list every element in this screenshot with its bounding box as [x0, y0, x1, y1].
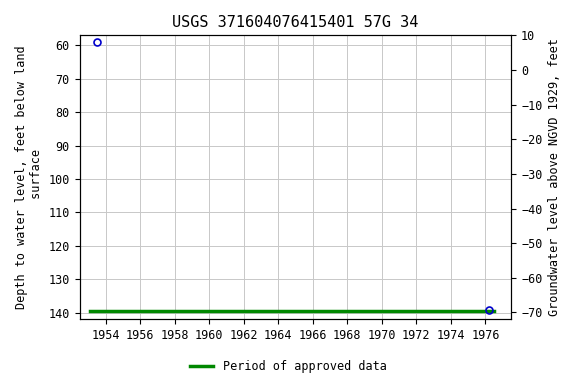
Y-axis label: Depth to water level, feet below land
 surface: Depth to water level, feet below land su… — [15, 46, 43, 309]
Y-axis label: Groundwater level above NGVD 1929, feet: Groundwater level above NGVD 1929, feet — [548, 38, 561, 316]
Title: USGS 371604076415401 57G 34: USGS 371604076415401 57G 34 — [172, 15, 419, 30]
Legend: Period of approved data: Period of approved data — [185, 356, 391, 378]
